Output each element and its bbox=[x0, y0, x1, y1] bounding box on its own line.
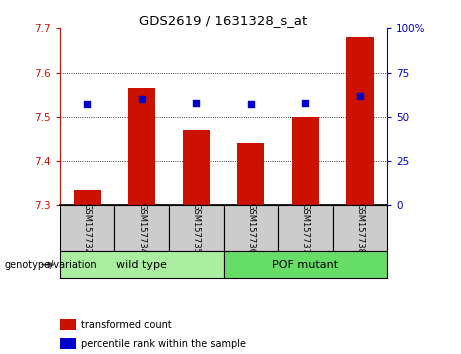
Bar bbox=[128, 88, 155, 205]
Bar bbox=[333, 205, 387, 251]
Bar bbox=[60, 205, 114, 251]
Bar bbox=[224, 251, 387, 278]
Point bbox=[83, 102, 91, 107]
Text: transformed count: transformed count bbox=[82, 320, 172, 330]
Text: GSM157732: GSM157732 bbox=[83, 203, 92, 254]
Bar bbox=[183, 130, 210, 205]
Bar bbox=[224, 205, 278, 251]
Bar bbox=[292, 117, 319, 205]
Text: wild type: wild type bbox=[116, 259, 167, 270]
Text: POF mutant: POF mutant bbox=[272, 259, 338, 270]
Text: GSM157734: GSM157734 bbox=[137, 203, 146, 254]
Bar bbox=[114, 205, 169, 251]
Point bbox=[193, 100, 200, 105]
Text: genotype/variation: genotype/variation bbox=[5, 259, 97, 270]
Point bbox=[301, 100, 309, 105]
Text: percentile rank within the sample: percentile rank within the sample bbox=[82, 339, 247, 349]
Bar bbox=[278, 205, 333, 251]
Point bbox=[247, 102, 254, 107]
Bar bbox=[169, 205, 224, 251]
Text: GSM157737: GSM157737 bbox=[301, 203, 310, 254]
Bar bbox=[74, 190, 101, 205]
Title: GDS2619 / 1631328_s_at: GDS2619 / 1631328_s_at bbox=[140, 14, 307, 27]
Point bbox=[356, 93, 364, 98]
Bar bbox=[60, 338, 76, 349]
Bar bbox=[60, 319, 76, 330]
Text: GSM157735: GSM157735 bbox=[192, 203, 201, 254]
Bar bbox=[237, 143, 265, 205]
Text: GSM157738: GSM157738 bbox=[355, 203, 365, 254]
Bar bbox=[60, 251, 224, 278]
Bar bbox=[346, 37, 373, 205]
Point bbox=[138, 96, 145, 102]
Text: GSM157736: GSM157736 bbox=[246, 203, 255, 254]
